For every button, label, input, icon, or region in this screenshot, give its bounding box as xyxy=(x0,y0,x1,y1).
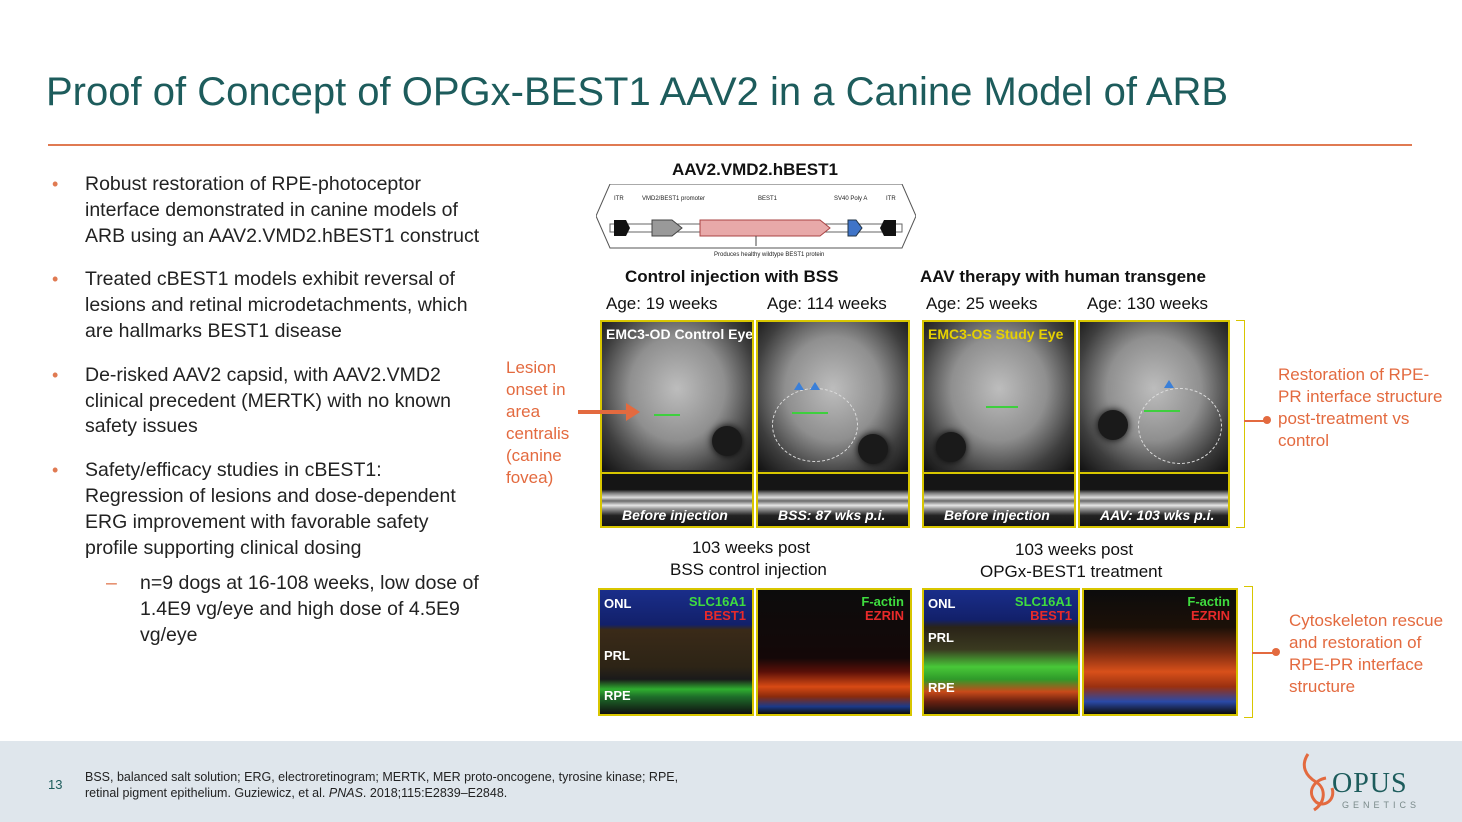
construct-diagram: ITR VMD2/BEST1 promoter BEST1 SV40 Poly … xyxy=(595,183,917,262)
post-control-line1: 103 weeks post xyxy=(692,538,811,557)
ihc-onl-label: ONL xyxy=(604,596,632,611)
ihc-panel-4: F-actin EZRIN xyxy=(1082,588,1238,716)
bullet-2: Treated cBEST1 models exhibit reversal o… xyxy=(50,267,480,344)
post-aav-line1: 103 weeks post xyxy=(1015,540,1134,559)
logo-subtext: GENETICS xyxy=(1342,800,1421,810)
page-number: 13 xyxy=(48,777,63,792)
footnote-citation: . 2018;115:E2839–E2848. xyxy=(362,786,508,800)
post-control-line2: BSS control injection xyxy=(670,560,827,579)
aav-group-heading: AAV therapy with human transgene xyxy=(920,267,1206,286)
ihc-panel-3: ONL PRL RPE SLC16A1 BEST1 xyxy=(922,588,1080,716)
itr-right-label: ITR xyxy=(886,196,896,202)
itr-left-label: ITR xyxy=(614,196,624,202)
fundus-panel-2: BSS: 87 wks p.i. xyxy=(756,320,910,528)
lesion-circle xyxy=(1138,388,1222,464)
oct-scan-line xyxy=(986,406,1018,408)
oct-scan-line xyxy=(654,414,680,416)
panel-3-label: EMC3-OS Study Eye xyxy=(928,326,1064,342)
fundus-panel-4: AAV: 103 wks p.i. xyxy=(1078,320,1230,528)
optic-disc xyxy=(936,432,966,462)
panel-4-caption: AAV: 103 wks p.i. xyxy=(1100,507,1215,523)
lesion-marker-icon xyxy=(1164,380,1174,388)
cyto-connector xyxy=(1252,652,1276,654)
construct-title: AAV2.VMD2.hBEST1 xyxy=(672,160,838,179)
oct-image xyxy=(758,472,908,526)
footnote: BSS, balanced salt solution; ERG, electr… xyxy=(85,769,685,801)
ihc-panel-2: F-actin EZRIN xyxy=(756,588,912,716)
opus-logo-mark-icon xyxy=(1302,753,1335,812)
bullet-3: De-risked AAV2 capsid, with AAV2.VMD2 cl… xyxy=(50,363,480,440)
panel-3-caption: Before injection xyxy=(944,507,1050,523)
lesion-arrow-icon xyxy=(578,410,628,414)
panel-2-caption: BSS: 87 wks p.i. xyxy=(778,507,886,523)
age-label-1: Age: 19 weeks xyxy=(606,294,718,313)
fundus-panel-3: EMC3-OS Study Eye Before injection xyxy=(922,320,1076,528)
construct-svg xyxy=(595,183,917,249)
panel-1-caption: Before injection xyxy=(622,507,728,523)
lesion-circle xyxy=(772,388,858,462)
ihc-best1-label: BEST1 xyxy=(704,608,746,623)
restoration-bracket xyxy=(1236,320,1245,528)
footnote-text: BSS, balanced salt solution; ERG, electr… xyxy=(85,770,679,800)
restoration-connector xyxy=(1244,420,1266,422)
bullet-1: Robust restoration of RPE-photoceptor in… xyxy=(50,172,480,249)
age-label-3: Age: 25 weeks xyxy=(926,294,1038,313)
ihc-rpe-label: RPE xyxy=(604,688,631,703)
oct-scan-line xyxy=(1144,410,1180,412)
ihc-ezrin-label: EZRIN xyxy=(865,608,904,623)
control-group-heading: Control injection with BSS xyxy=(625,267,839,286)
oct-image xyxy=(1080,472,1228,526)
cyto-dot-icon xyxy=(1272,648,1280,656)
opus-logo: OPUS GENETICS xyxy=(1296,752,1426,814)
ihc-prl-label: PRL xyxy=(604,648,630,663)
restoration-label: Restoration of RPE-PR interface structur… xyxy=(1278,365,1443,450)
ihc-onl-label: ONL xyxy=(928,596,956,611)
bullet-4: Safety/efficacy studies in cBEST1: Regre… xyxy=(50,458,480,561)
title-divider xyxy=(48,144,1412,146)
ihc-best1-label: BEST1 xyxy=(1030,608,1072,623)
construct-caption: Produces healthy wildtype BEST1 protein xyxy=(714,252,825,258)
gene-label: BEST1 xyxy=(758,196,778,202)
promoter-label: VMD2/BEST1 promoter xyxy=(642,196,706,202)
ihc-panel-1: ONL PRL RPE SLC16A1 BEST1 xyxy=(598,588,754,716)
ihc-slc-label: SLC16A1 xyxy=(688,594,746,609)
lesion-arrowhead-icon xyxy=(626,403,640,421)
lesion-marker-icon xyxy=(794,382,804,390)
page-title: Proof of Concept of OPGx-BEST1 AAV2 in a… xyxy=(46,70,1229,114)
ihc-factin-label: F-actin xyxy=(861,594,904,609)
optic-disc xyxy=(1098,410,1128,440)
ihc-ezrin-label: EZRIN xyxy=(1191,608,1230,623)
ihc-prl-label: PRL xyxy=(928,630,954,645)
ihc-rpe-label: RPE xyxy=(928,680,955,695)
logo-wordmark: OPUS xyxy=(1332,768,1408,799)
age-label-2: Age: 114 weeks xyxy=(767,294,887,313)
restoration-dot-icon xyxy=(1263,416,1271,424)
optic-disc xyxy=(712,426,742,456)
oct-image xyxy=(924,472,1074,526)
panel-1-label: EMC3-OD Control Eye xyxy=(606,326,754,342)
oct-image xyxy=(602,472,752,526)
lesion-label: Lesion onset in area centralis (canine f… xyxy=(506,358,570,487)
cyto-label: Cytoskeleton rescue and restoration of R… xyxy=(1289,611,1444,696)
bullet-list: Robust restoration of RPE-photoceptor in… xyxy=(50,172,480,649)
ihc-factin-label: F-actin xyxy=(1187,594,1230,609)
polya-label: SV40 Poly A xyxy=(834,196,868,202)
post-aav-line2: OPGx-BEST1 treatment xyxy=(980,562,1163,581)
footnote-journal: PNAS xyxy=(328,786,363,800)
lesion-marker-icon xyxy=(810,382,820,390)
fundus-panel-1: EMC3-OD Control Eye Before injection xyxy=(600,320,754,528)
sub-bullet: n=9 dogs at 16-108 weeks, low dose of 1.… xyxy=(50,571,480,648)
footer-band xyxy=(0,741,1462,822)
optic-disc xyxy=(858,434,888,464)
ihc-slc-label: SLC16A1 xyxy=(1014,594,1072,609)
oct-scan-line xyxy=(792,412,828,414)
age-label-4: Age: 130 weeks xyxy=(1087,294,1208,313)
